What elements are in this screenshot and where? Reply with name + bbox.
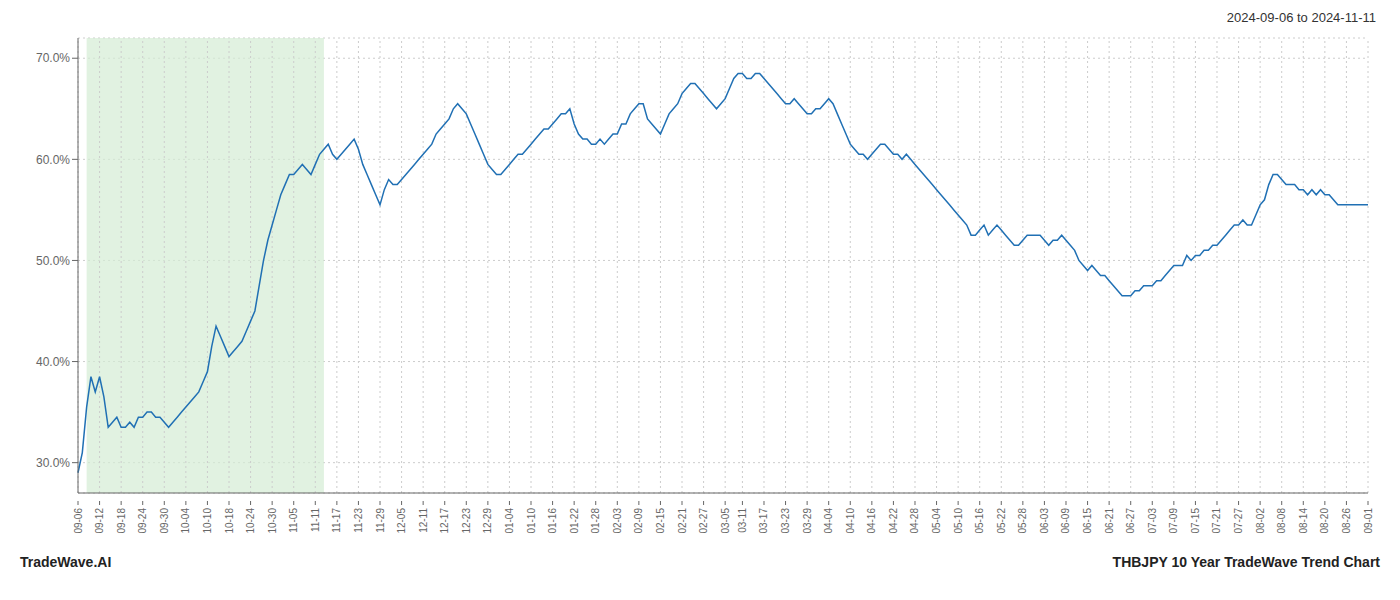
svg-text:08-08: 08-08 [1276, 508, 1287, 534]
svg-text:11-05: 11-05 [288, 508, 299, 533]
svg-text:09-24: 09-24 [137, 508, 148, 534]
svg-text:06-15: 06-15 [1082, 508, 1093, 534]
svg-text:07-03: 07-03 [1147, 508, 1158, 534]
html-text:THBJPY 10 Year TradeWave Trend: THBJPY 10 Year TradeWave Trend Chart [1112, 554, 1380, 570]
svg-text:08-26: 08-26 [1341, 508, 1352, 534]
svg-text:07-09: 07-09 [1168, 508, 1179, 534]
svg-text:10-30: 10-30 [267, 508, 278, 534]
svg-text:12-23: 12-23 [461, 508, 472, 534]
svg-text:11-11: 11-11 [310, 508, 321, 533]
svg-text:01-04: 01-04 [504, 508, 515, 534]
svg-text:03-11: 03-11 [737, 508, 748, 533]
svg-text:10-04: 10-04 [180, 508, 191, 534]
svg-text:11-29: 11-29 [375, 508, 386, 533]
svg-text:02-09: 02-09 [633, 508, 644, 534]
svg-text:04-16: 04-16 [866, 508, 877, 534]
svg-text:11-23: 11-23 [353, 508, 364, 533]
svg-text:01-10: 01-10 [526, 508, 537, 534]
svg-text:04-28: 04-28 [909, 508, 920, 534]
svg-text:07-27: 07-27 [1233, 508, 1244, 534]
svg-text:11-17: 11-17 [331, 508, 342, 533]
svg-text:05-16: 05-16 [974, 508, 985, 534]
svg-text:40.0%: 40.0% [36, 355, 70, 369]
svg-text:09-01: 09-01 [1363, 508, 1374, 534]
svg-text:06-03: 06-03 [1039, 508, 1050, 534]
svg-text:01-22: 01-22 [569, 508, 580, 534]
svg-text:04-22: 04-22 [888, 508, 899, 534]
svg-text:08-02: 08-02 [1255, 508, 1266, 534]
svg-text:02-15: 02-15 [655, 508, 666, 534]
svg-text:12-29: 12-29 [482, 508, 493, 534]
svg-text:08-14: 08-14 [1298, 508, 1309, 534]
svg-text:05-10: 05-10 [953, 508, 964, 534]
svg-text:12-05: 12-05 [396, 508, 407, 534]
svg-text:04-10: 04-10 [845, 508, 856, 534]
svg-text:01-16: 01-16 [547, 508, 558, 534]
svg-text:12-11: 12-11 [418, 508, 429, 533]
svg-text:01-28: 01-28 [590, 508, 601, 534]
svg-text:05-04: 05-04 [931, 508, 942, 534]
svg-text:09-12: 09-12 [94, 508, 105, 534]
svg-text:10-18: 10-18 [224, 508, 235, 534]
svg-text:08-20: 08-20 [1319, 508, 1330, 534]
svg-text:50.0%: 50.0% [36, 254, 70, 268]
svg-text:05-22: 05-22 [996, 508, 1007, 534]
svg-text:09-18: 09-18 [116, 508, 127, 534]
svg-text:02-27: 02-27 [698, 508, 709, 534]
svg-text:06-27: 06-27 [1125, 508, 1136, 534]
svg-text:09-06: 09-06 [73, 508, 84, 534]
svg-text:03-23: 03-23 [780, 508, 791, 534]
svg-text:03-17: 03-17 [758, 508, 769, 534]
svg-text:30.0%: 30.0% [36, 456, 70, 470]
html-text:TradeWave.AI: TradeWave.AI [20, 554, 112, 570]
svg-text:02-03: 02-03 [612, 508, 623, 534]
svg-text:05-28: 05-28 [1017, 508, 1028, 534]
svg-text:10-24: 10-24 [245, 508, 256, 534]
svg-text:70.0%: 70.0% [36, 51, 70, 65]
html-text:2024-09-06 to 2024-11-11: 2024-09-06 to 2024-11-11 [1226, 10, 1376, 25]
svg-text:09-30: 09-30 [159, 508, 170, 534]
svg-text:04-04: 04-04 [823, 508, 834, 534]
svg-text:03-05: 03-05 [720, 508, 731, 534]
svg-text:07-21: 07-21 [1211, 508, 1222, 534]
svg-text:07-15: 07-15 [1190, 508, 1201, 534]
svg-text:10-10: 10-10 [202, 508, 213, 534]
svg-text:02-21: 02-21 [677, 508, 688, 534]
svg-text:06-09: 06-09 [1060, 508, 1071, 534]
svg-text:60.0%: 60.0% [36, 153, 70, 167]
svg-text:03-29: 03-29 [802, 508, 813, 534]
svg-text:12-17: 12-17 [439, 508, 450, 534]
svg-text:06-21: 06-21 [1104, 508, 1115, 534]
